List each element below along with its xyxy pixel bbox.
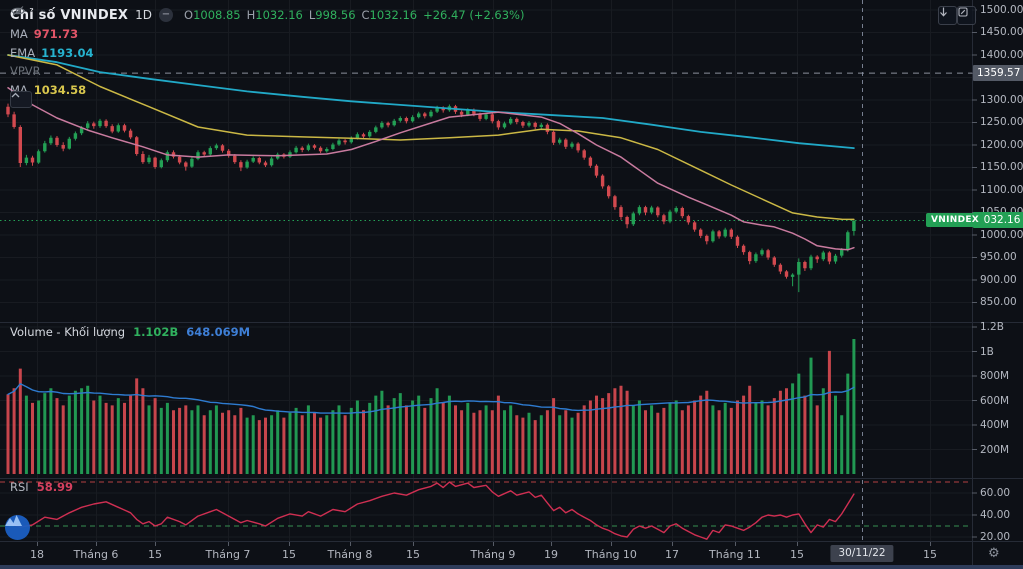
open-label: O [184, 8, 194, 22]
rsi-value: 58.99 [36, 480, 74, 494]
indicator-row-ema200[interactable]: EMA 1193.04 [10, 44, 524, 63]
settings-gear-icon[interactable]: ⚙ [988, 546, 1000, 561]
volume-axis-label: 1B [980, 345, 994, 358]
rsi-axis-label: 20.00 [980, 531, 1011, 543]
price-axis-label: 900.00 [980, 273, 1017, 286]
collapse-circle-icon[interactable]: − [159, 8, 173, 22]
time-axis-label: 17 [665, 548, 679, 561]
price-axis-label: 850.00 [980, 296, 1017, 309]
rsi-label: RSI [10, 480, 29, 494]
ma20-label: MA [10, 27, 28, 42]
volume-axis-label: 1.2B [980, 321, 1004, 333]
time-axis[interactable]: 18 Tháng 6 15 Tháng 7 15 Tháng 8 15 Tháng 9 19 Th… [0, 541, 972, 565]
ema200-line [7, 54, 855, 150]
scroll-to-recent-button[interactable] [938, 6, 957, 25]
candle-bodies-up [24, 106, 856, 277]
price-axis-label: 1450.00 [980, 26, 1023, 39]
volume-legend[interactable]: Volume - Khối lượng 1.102B 648.069M [10, 325, 250, 339]
volume-axis-label: 200M [980, 443, 1010, 456]
symbol-price-tag: VNINDEX [926, 213, 985, 227]
volume-value: 1.102B [133, 325, 179, 339]
ohlc-readout: O1008.85 H1032.16 L998.56 C1032.16 +26.4… [184, 8, 524, 22]
price-axis-label: 1400.00 [980, 48, 1023, 61]
rsi-axis-label: 60.00 [980, 487, 1011, 499]
high-label: H [246, 8, 256, 22]
ma20-line [7, 87, 855, 251]
volume-ma-value: 648.069M [186, 325, 251, 339]
ema200-label: EMA [10, 45, 36, 60]
main-legend: Chỉ số VNINDEX 1D − O1008.85 H1032.16 L9… [10, 5, 524, 108]
volume-bars-down [6, 350, 831, 474]
candle-wicks-up [25, 104, 855, 293]
symbol-row: Chỉ số VNINDEX 1D − O1008.85 H1032.16 L9… [10, 5, 524, 25]
high-value: 1032.16 [255, 8, 303, 22]
rsi-axis-label: 40.00 [980, 509, 1011, 521]
time-axis-label: 15 [923, 548, 937, 561]
broker-logo-icon [5, 515, 30, 540]
price-axis-label: 1300.00 [980, 93, 1023, 106]
price-axis-label: 1500.00 [980, 3, 1023, 16]
time-axis-label: 15 [790, 548, 804, 561]
candle-wicks-down [7, 103, 830, 279]
ema200-value: 1193.04 [41, 45, 94, 60]
volume-axis-label: 600M [980, 394, 1010, 407]
time-axis-label: 15 [282, 548, 296, 561]
time-axis-label: 19 [544, 548, 558, 561]
ma50-line [7, 54, 855, 221]
candle-bodies-down [6, 106, 832, 277]
ma20-value: 971.73 [33, 27, 79, 42]
indicator-row-vpvr[interactable]: VPVR [10, 6, 524, 81]
symbol-title[interactable]: Chỉ số VNINDEX [10, 7, 129, 23]
time-axis-label: 15 [406, 548, 420, 561]
price-axis-label: 1250.00 [980, 116, 1023, 129]
time-axis-label: Tháng 8 [327, 548, 373, 561]
indicator-row-ma20[interactable]: MA 971.73 [10, 25, 524, 44]
last-price-box: 1032.16 [973, 212, 1023, 228]
volume-axis-label: 400M [980, 419, 1010, 431]
interval-selector[interactable]: 1D [135, 8, 152, 22]
price-axis-label: 1150.00 [980, 161, 1023, 174]
eye-off-icon[interactable] [10, 5, 26, 17]
low-value: 998.56 [315, 8, 356, 22]
maximize-pane-button[interactable] [957, 6, 976, 25]
price-axis-label: 950.00 [980, 251, 1017, 264]
time-axis-label: Tháng 7 [205, 548, 251, 561]
change-value: +26.47 (+2.63%) [423, 8, 525, 22]
time-axis-label: Tháng 9 [470, 548, 516, 561]
price-axis-label: 1000.00 [980, 228, 1023, 241]
price-axis[interactable]: 1500.00 1450.00 1400.00 1300.00 1250.00 1200.… [973, 0, 1023, 543]
price-axis-label: 1100.00 [980, 183, 1023, 196]
window-bottom-edge [0, 565, 1023, 569]
crosshair-date-box: 30/11/22 [830, 545, 894, 562]
vpvr-label: VPVR [10, 64, 41, 79]
level-price-box: 1359.57 [973, 65, 1023, 81]
time-axis-label: Tháng 6 [73, 548, 119, 561]
price-axis-label: 1200.00 [980, 138, 1023, 151]
rsi-line [7, 481, 855, 540]
ma50-value: 1034.58 [33, 82, 87, 97]
open-value: 1008.85 [193, 8, 241, 22]
rsi-legend[interactable]: RSI 58.99 [10, 480, 73, 494]
volume-ma-line [7, 383, 855, 414]
volume-title: Volume - Khối lượng [10, 325, 126, 339]
time-axis-label: Tháng 11 [709, 548, 761, 561]
time-axis-label: Tháng 10 [585, 548, 637, 561]
close-value: 1032.16 [369, 8, 418, 22]
indicator-row-ma50[interactable]: MA 1034.58 [10, 81, 524, 100]
time-axis-label: 15 [148, 548, 162, 561]
legend-collapse-button[interactable] [10, 91, 32, 108]
low-label: L [308, 8, 316, 22]
time-axis-label: 18 [30, 548, 44, 561]
close-label: C [361, 8, 370, 22]
volume-axis-label: 800M [980, 370, 1010, 382]
